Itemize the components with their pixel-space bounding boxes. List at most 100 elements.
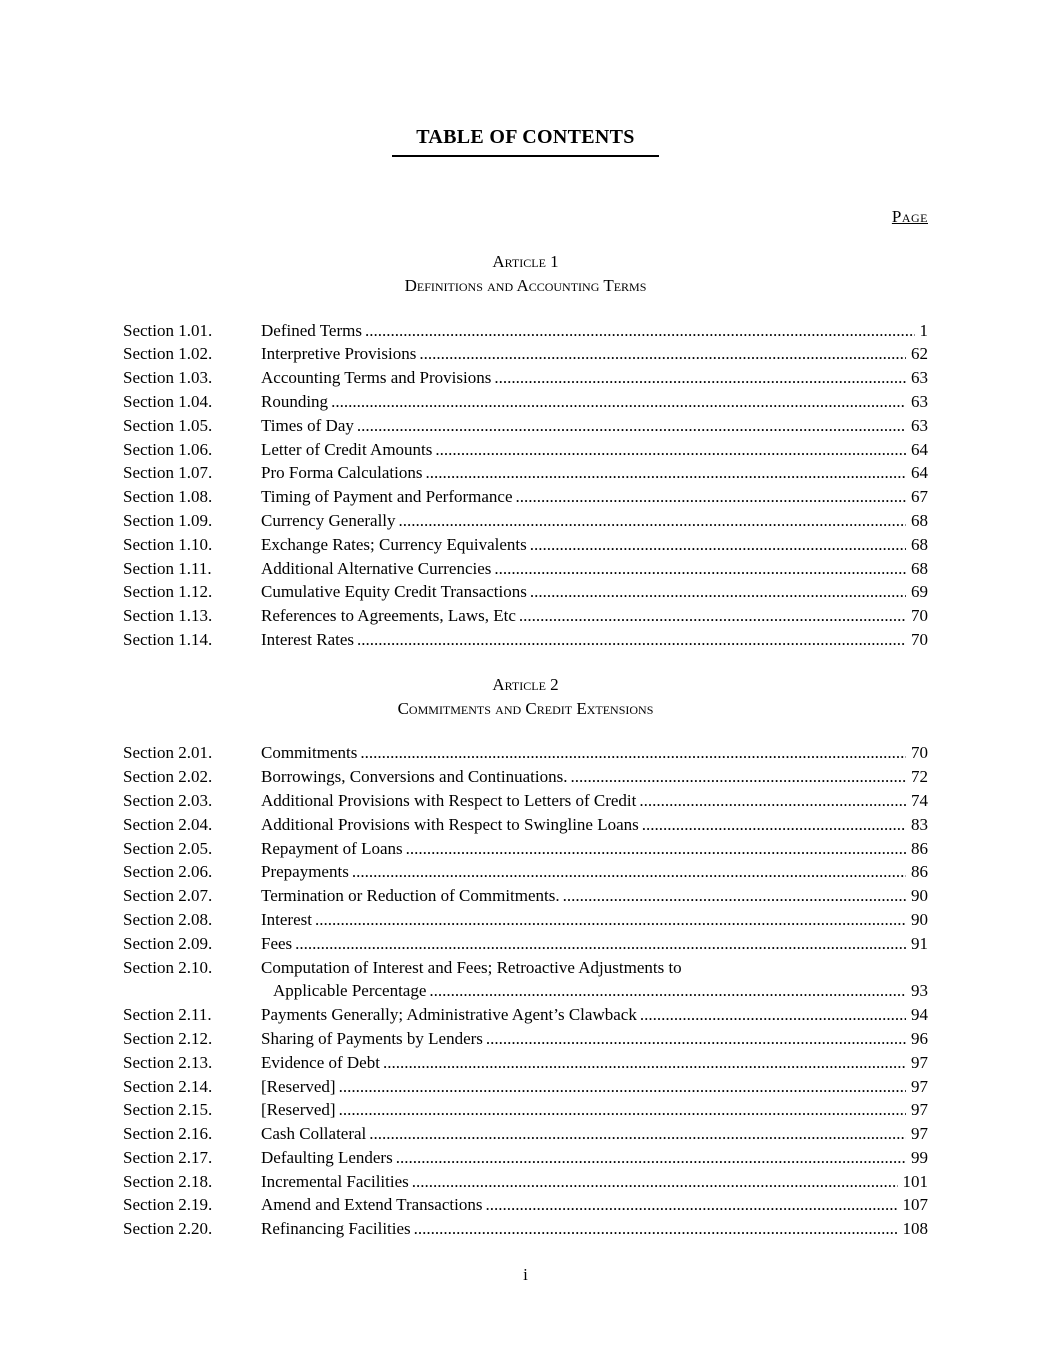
dot-leader xyxy=(513,485,907,509)
section-title: Interpretive Provisions xyxy=(261,344,417,364)
toc-entry: Section 1.12. Cumulative Equity Credit Tr… xyxy=(123,580,928,604)
section-title: Times of Day xyxy=(261,415,354,435)
section-label: Section 1.03. xyxy=(123,368,213,388)
dot-leader xyxy=(527,580,906,604)
section-title: Pro Forma Calculations xyxy=(261,463,423,483)
page-number: 1 xyxy=(919,320,929,340)
section-label: Section 2.03. xyxy=(123,790,213,810)
toc-entry-continued: Applicable Percentage 93 xyxy=(123,979,928,1003)
article-entries: Section 2.01. Commitments 70 Section 2.02. B… xyxy=(123,741,928,1241)
section-title: Additional Alternative Currencies xyxy=(261,558,492,578)
page-number: 64 xyxy=(911,439,928,459)
toc-entry: Section 2.09. Fees 91 xyxy=(123,932,928,956)
dot-leader xyxy=(482,1193,897,1217)
section-title: Rounding xyxy=(261,391,329,411)
toc-entry: Section 2.04. Additional Provisions with … xyxy=(123,813,928,837)
toc-entry: Section 1.04. Rounding 63 xyxy=(123,390,928,414)
doc-title: TABLE OF CONTENTS xyxy=(416,126,635,148)
article-subtitle: Definitions and Accounting Terms xyxy=(404,275,647,295)
section-label: Section 1.04. xyxy=(123,391,213,411)
toc-entry: Section 1.14. Interest Rates 70 xyxy=(123,628,928,652)
section-title: Additional Provisions with Respect to Le… xyxy=(261,790,637,810)
section-label: Section 1.05. xyxy=(123,415,213,435)
section-title: [Reserved] xyxy=(261,1100,336,1120)
section-label: Section 2.15. xyxy=(123,1100,213,1120)
section-label: Section 1.06. xyxy=(123,439,213,459)
title-block: TABLE OF CONTENTS xyxy=(392,0,659,157)
section-label: Section 2.11. xyxy=(123,1005,212,1025)
page-number: 107 xyxy=(902,1195,929,1215)
dot-leader xyxy=(516,604,906,628)
section-label: Section 2.17. xyxy=(123,1147,213,1167)
toc-entry: Section 2.10. Computation of Interest and… xyxy=(123,956,928,980)
article-heading: Article 1 Definitions and Accounting Term… xyxy=(123,250,928,298)
toc-entry: Section 2.05. Repayment of Loans 86 xyxy=(123,837,928,861)
page-number: 63 xyxy=(911,391,928,411)
toc-entry: Section 1.07. Pro Forma Calculations 64 xyxy=(123,461,928,485)
section-title: Exchange Rates; Currency Equivalents xyxy=(261,534,527,554)
dot-leader xyxy=(328,390,906,414)
page-column-label: Page xyxy=(123,205,928,229)
article-name: Article 1 xyxy=(492,252,559,271)
section-label: Section 2.19. xyxy=(123,1195,213,1215)
toc-entry: Section 1.08. Timing of Payment and Perfo… xyxy=(123,485,928,509)
section-label: Section 2.16. xyxy=(123,1124,213,1144)
page-number: 68 xyxy=(911,510,928,530)
page-column-label-text: Page xyxy=(891,207,928,226)
toc-entry: Section 2.12. Sharing of Payments by Lend… xyxy=(123,1027,928,1051)
page-number: 97 xyxy=(911,1100,928,1120)
dot-leader xyxy=(354,414,906,438)
footer-page-number: i xyxy=(523,1265,528,1285)
dot-leader xyxy=(336,1075,906,1099)
page-number: 62 xyxy=(911,344,928,364)
page-number: 69 xyxy=(911,582,928,602)
dot-leader xyxy=(432,438,906,462)
section-label: Section 2.01. xyxy=(123,743,213,763)
dot-leader xyxy=(491,366,906,390)
section-label: Section 1.08. xyxy=(123,487,213,507)
section-title: [Reserved] xyxy=(261,1076,336,1096)
section-title: References to Agreements, Laws, Etc xyxy=(261,606,516,626)
dot-leader xyxy=(639,813,906,837)
dot-leader xyxy=(637,1003,906,1027)
section-label: Section 2.12. xyxy=(123,1028,213,1048)
page-number: 68 xyxy=(911,534,928,554)
toc-entry: Section 1.01. Defined Terms 1 xyxy=(123,319,928,343)
section-title: Repayment of Loans xyxy=(261,838,403,858)
page-number: 97 xyxy=(911,1052,928,1072)
toc-entry: Section 1.02. Interpretive Provisions 62 xyxy=(123,342,928,366)
page-number: 67 xyxy=(911,487,928,507)
page-number: 101 xyxy=(902,1171,929,1191)
toc-entry: Section 1.09. Currency Generally 68 xyxy=(123,509,928,533)
page-number: 96 xyxy=(911,1028,928,1048)
dot-leader xyxy=(636,789,906,813)
dot-leader xyxy=(292,932,906,956)
dot-leader xyxy=(567,765,906,789)
page-number: 64 xyxy=(911,463,928,483)
dot-leader xyxy=(357,741,906,765)
dot-leader xyxy=(426,979,906,1003)
toc-articles: Article 1 Definitions and Accounting Term… xyxy=(123,250,928,1241)
section-label: Section 2.18. xyxy=(123,1171,213,1191)
dot-leader xyxy=(396,509,906,533)
section-label: Section 1.09. xyxy=(123,510,213,530)
section-label: Section 1.01. xyxy=(123,320,213,340)
section-label: Section 2.09. xyxy=(123,933,213,953)
page-number: 97 xyxy=(911,1076,928,1096)
section-label: Section 1.02. xyxy=(123,344,213,364)
toc-entry: Section 2.18. Incremental Facilities 101 xyxy=(123,1170,928,1194)
section-label: Section 2.13. xyxy=(123,1052,213,1072)
article-subtitle: Commitments and Credit Extensions xyxy=(397,698,654,718)
page-number: 63 xyxy=(911,415,928,435)
page-number: 97 xyxy=(911,1124,928,1144)
section-label: Section 2.02. xyxy=(123,767,213,787)
article-heading: Article 2 Commitments and Credit Extensio… xyxy=(123,673,928,721)
toc-entry: Section 2.16. Cash Collateral 97 xyxy=(123,1122,928,1146)
section-label: Section 2.20. xyxy=(123,1219,213,1239)
section-title: Interest Rates xyxy=(261,629,354,649)
title-rule: TABLE OF CONTENTS xyxy=(392,126,659,157)
toc-entry: Section 2.03. Additional Provisions with … xyxy=(123,789,928,813)
section-label: Section 2.07. xyxy=(123,886,213,906)
dot-leader xyxy=(527,533,906,557)
page-number: 94 xyxy=(911,1005,928,1025)
